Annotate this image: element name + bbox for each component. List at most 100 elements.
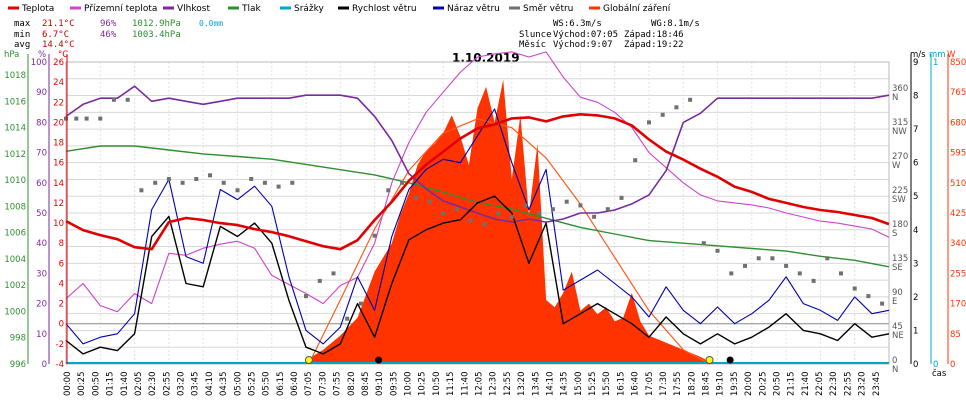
x-label-24: 10:00 (404, 372, 414, 397)
tick-w-0: 0 (950, 360, 955, 370)
x-label-22: 09:10 (375, 372, 385, 397)
wind-dir-point-44 (660, 112, 665, 117)
x-label-52: 21:40 (801, 372, 811, 397)
x-label-6: 02:30 (148, 372, 158, 397)
wind-dir-point-13 (235, 188, 240, 193)
axis-title-c: °C (58, 50, 68, 60)
wind-dir-point-30 (468, 218, 473, 223)
tick-ms-0: 0 (913, 360, 918, 370)
wind-dir-point-43 (647, 120, 651, 125)
legend-label-7: Směr větru (523, 4, 573, 14)
wind-dir-point-23 (372, 233, 377, 238)
wind-dir-point-24 (386, 188, 391, 193)
legend: Teplota Přízemní teplota Vlhkost Tlak Srážky… (8, 4, 671, 14)
tick-hpa-0: 996 (10, 360, 26, 370)
x-label-15: 06:15 (276, 372, 286, 397)
tick-ms-8: 8 (913, 92, 918, 102)
tick-pct-0: 0 (42, 360, 47, 370)
x-label-17: 07:05 (304, 372, 314, 397)
tick-pct-10: 100 (31, 58, 47, 68)
stat-max-label: max (14, 19, 31, 29)
axis-ticks: 9969981000100210041006100810101012101410… (4, 54, 966, 396)
wind-dir-point-39 (592, 214, 597, 219)
wind-dir-point-28 (441, 211, 446, 215)
tick-w-5: 425 (950, 209, 966, 219)
tick-dirname-5: SW (892, 195, 906, 205)
x-label-20: 08:20 (347, 372, 357, 397)
wind-dir-point-58 (852, 286, 857, 291)
wind-dir-point-31 (482, 222, 487, 227)
tick-hpa-8: 1012 (4, 150, 26, 160)
series-humidity-line (65, 85, 890, 223)
wind-dir-point-59 (866, 294, 871, 299)
tick-pct-3: 30 (36, 269, 47, 279)
wind-dir-point-55 (811, 278, 816, 283)
wind-dir-point-25 (400, 180, 405, 185)
x-label-32: 13:20 (517, 372, 527, 397)
x-label-45: 18:45 (702, 372, 712, 397)
info-sun-rise: Východ:07:05 (553, 30, 618, 40)
tick-pct-6: 60 (36, 179, 47, 189)
wind-dir-point-12 (221, 180, 226, 185)
wind-dir-point-57 (839, 271, 843, 276)
tick-pct-4: 40 (36, 239, 47, 249)
legend-label-1: Přízemní teplota (84, 4, 157, 14)
moonset-marker (726, 356, 734, 364)
x-label-36: 15:00 (574, 372, 584, 397)
tick-c-13: 22 (53, 98, 64, 108)
tick-dirname-0: N (892, 365, 898, 375)
x-label-2: 00:50 (91, 372, 101, 397)
wind-dir-point-32 (496, 211, 501, 215)
wind-dir-point-9 (180, 180, 185, 185)
tick-hpa-10: 1016 (4, 97, 26, 107)
stat-min-hum: 46% (100, 30, 117, 40)
axis-title-w: W (947, 50, 956, 60)
axis-title-time: čas (932, 368, 947, 379)
stat-avg-label: avg (14, 40, 30, 50)
x-label-38: 15:50 (602, 372, 612, 397)
sun-moon-markers (304, 356, 734, 364)
tick-ms-9: 9 (913, 58, 918, 68)
x-label-12: 05:00 (233, 372, 243, 397)
legend-label-8: Globální záření (603, 4, 671, 14)
info-moon-set: Západ:19:22 (624, 40, 684, 50)
wind-dir-point-5 (125, 97, 130, 102)
legend-label-2: Vlhkost (177, 4, 210, 14)
stat-min-press: 1003.4hPa (132, 30, 181, 40)
tick-c-0: -4 (56, 360, 64, 370)
x-label-57: 23:45 (872, 372, 882, 397)
stat-min-label: min (14, 30, 30, 40)
x-label-7: 02:55 (162, 372, 172, 397)
series-ground-temp-line (65, 51, 890, 313)
tick-ms-7: 7 (913, 125, 918, 135)
series-wind-speed-line (65, 195, 890, 355)
x-label-40: 16:40 (631, 372, 641, 397)
tick-dir-2: 90 (892, 288, 903, 298)
x-label-25: 10:25 (418, 372, 428, 397)
wind-dir-point-38 (578, 203, 583, 208)
tick-dirname-8: N (892, 93, 898, 103)
x-label-43: 17:55 (673, 372, 683, 397)
wind-dir-point-40 (605, 207, 610, 212)
wind-dir-point-14 (249, 177, 254, 181)
info-wg: WG:8.1m/s (651, 19, 700, 29)
wind-dir-point-7 (153, 180, 158, 185)
tick-w-1: 85 (950, 330, 961, 340)
info-sun-label: Slunce (519, 30, 552, 40)
x-label-5: 02:05 (134, 372, 144, 397)
series-radiation-theoretical (308, 118, 710, 365)
tick-w-3: 255 (950, 269, 966, 279)
tick-dir-3: 135 (892, 254, 908, 264)
x-label-9: 03:45 (191, 372, 201, 397)
axis-title-pct: % (38, 50, 46, 60)
tick-hpa-5: 1006 (4, 229, 26, 239)
tick-dir-6: 270 (892, 152, 908, 162)
x-label-19: 07:55 (333, 372, 343, 397)
x-label-18: 07:30 (318, 372, 328, 397)
wind-dir-point-21 (345, 316, 350, 321)
wind-dir-point-41 (619, 195, 624, 200)
wind-dir-point-60 (880, 301, 885, 306)
tick-w-9: 765 (950, 88, 966, 98)
x-label-55: 22:55 (843, 372, 853, 397)
tick-hpa-11: 1018 (4, 71, 26, 81)
